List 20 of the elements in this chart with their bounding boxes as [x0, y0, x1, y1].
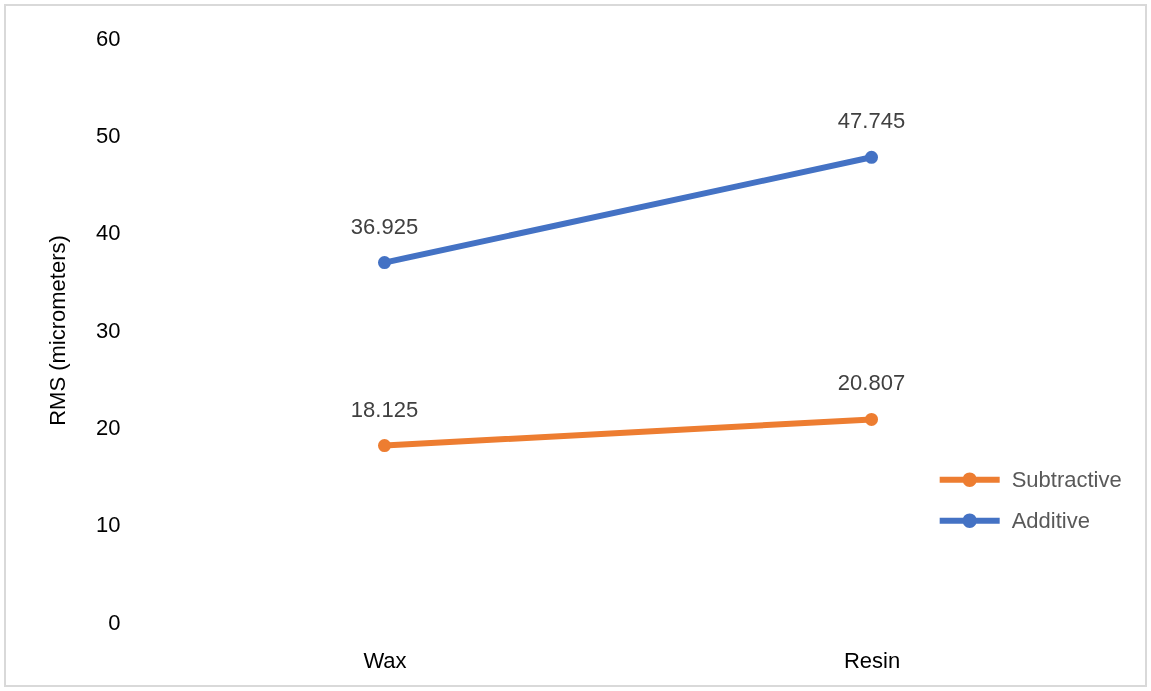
point: [864, 412, 879, 426]
x-tick-label: Resin: [843, 647, 901, 673]
point: [864, 150, 879, 164]
data-label: 20.807: [837, 370, 906, 396]
y-tick-label: 20: [96, 414, 121, 440]
y-tick-label: 50: [96, 122, 121, 148]
point: [377, 256, 392, 270]
y-axis-title: RMS (micrometers): [45, 235, 71, 426]
y-tick-label: 40: [96, 220, 121, 246]
y-tick-label: 0: [108, 609, 121, 635]
data-label: 36.925: [350, 213, 419, 239]
legend-label: Additive: [1011, 507, 1090, 533]
y-tick-label: 30: [96, 317, 121, 343]
y-tick-label: 10: [96, 512, 121, 538]
y-tick-label: 60: [96, 25, 121, 51]
data-label: 18.125: [350, 396, 419, 422]
point: [377, 439, 392, 453]
x-tick-label: Wax: [363, 647, 407, 673]
data-label: 47.745: [837, 108, 906, 134]
legend-label: Subtractive: [1011, 466, 1122, 492]
